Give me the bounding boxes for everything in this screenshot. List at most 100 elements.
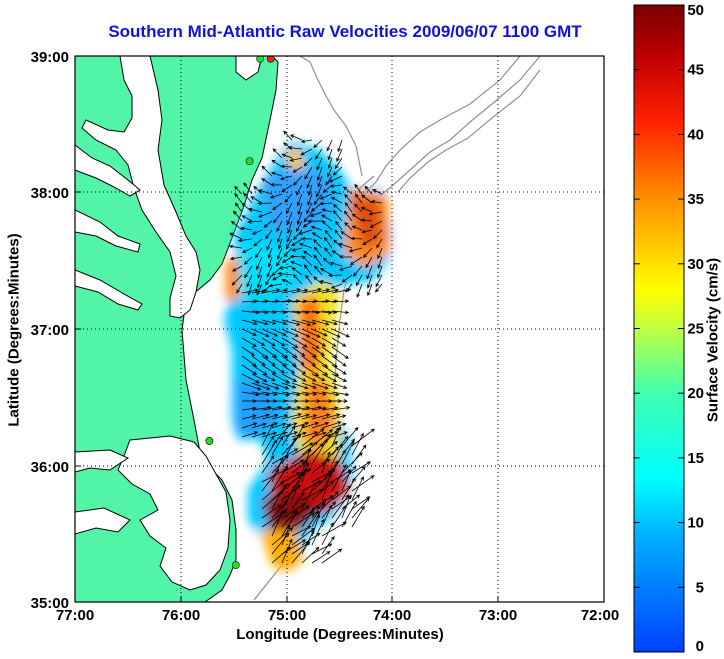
station-marker: [245, 157, 254, 166]
velocity-arrow: [301, 421, 320, 429]
velocity-arrow: [309, 211, 323, 217]
velocity-arrow: [306, 175, 313, 189]
velocity-arrow: [321, 346, 338, 359]
velocity-arrow: [247, 207, 263, 213]
velocity-arrow: [362, 238, 373, 245]
velocity-arrow: [271, 346, 289, 359]
velocity-arrow: [292, 273, 303, 285]
velocity-arrow: [330, 283, 343, 289]
velocity-arrow: [281, 391, 301, 397]
velocity-arrow: [281, 413, 303, 420]
velocity-arrow: [276, 229, 283, 243]
velocity-arrow: [267, 256, 273, 268]
velocity-arrow: [261, 373, 276, 382]
tick-marks: [74, 55, 605, 603]
velocity-arrow: [281, 256, 293, 263]
velocity-arrow: [310, 225, 323, 231]
velocity-arrow: [276, 256, 283, 267]
y-tick-label: 38:00: [31, 185, 69, 202]
velocity-arrow: [311, 364, 329, 376]
velocity-arrow: [307, 193, 313, 206]
velocity-arrow: [360, 218, 373, 223]
velocity-arrow: [317, 175, 323, 188]
velocity-arrow: [266, 265, 273, 278]
velocity-arrow: [341, 469, 352, 492]
velocity-arrow: [251, 413, 271, 420]
velocity-arrow: [301, 428, 325, 447]
velocity-arrow: [291, 413, 310, 420]
velocity-arrow: [301, 405, 323, 411]
velocity-arrow: [301, 462, 310, 483]
velocity-arrow: [300, 148, 313, 156]
velocity-arrow: [253, 185, 263, 195]
velocity-arrow: [261, 299, 280, 304]
velocity-arrow: [327, 273, 343, 278]
velocity-arrow: [246, 274, 253, 288]
velocity-arrow: [296, 193, 303, 207]
velocity-arrow: [281, 484, 296, 510]
velocity-arrow: [314, 265, 323, 276]
velocity-arrow: [351, 475, 375, 492]
chesapeake-bay: [81, 56, 201, 319]
velocity-arrow: [241, 364, 258, 375]
velocity-arrow: [251, 346, 269, 359]
velocity-arrow: [270, 171, 283, 177]
velocity-arrow: [311, 337, 327, 347]
colorbar-tick-label: 25: [687, 321, 704, 338]
velocity-arrow: [289, 134, 303, 141]
station-marker: [256, 56, 265, 63]
velocity-arrow: [284, 193, 293, 203]
velocity-arrow: [331, 422, 347, 429]
velocity-arrow: [257, 265, 263, 279]
velocity-arrow: [300, 236, 313, 241]
velocity-arrow: [271, 159, 283, 168]
velocity-arrow: [268, 283, 283, 288]
velocity-arrow: [331, 346, 349, 359]
velocity-arrow: [251, 328, 270, 337]
velocity-arrow: [247, 220, 263, 224]
velocity-arrow: [236, 283, 243, 294]
velocity-arrow: [261, 423, 274, 447]
velocity-arrow: [291, 373, 307, 382]
colorbar-tick-label: 50: [687, 2, 704, 19]
velocity-arrow: [319, 280, 333, 285]
velocity-arrow: [304, 166, 313, 180]
velocity-arrow: [324, 229, 333, 240]
velocity-arrow: [301, 489, 324, 501]
velocity-arrow: [281, 153, 293, 159]
velocity-arrow: [276, 247, 283, 260]
velocity-arrow: [286, 211, 293, 226]
x-tick-label: 75:00: [268, 607, 306, 624]
velocity-arrow: [281, 538, 293, 564]
velocity-arrow: [324, 247, 333, 258]
velocity-arrow: [241, 373, 260, 384]
velocity-arrow: [271, 328, 287, 336]
velocity-arrow: [368, 211, 383, 216]
velocity-arrow: [366, 265, 373, 280]
velocity-arrow: [234, 185, 243, 195]
velocity-arrow: [261, 178, 273, 186]
velocity-arrow: [330, 190, 343, 195]
velocity-arrow: [361, 229, 373, 234]
velocity-arrow: [261, 346, 278, 358]
velocity-arrow: [261, 481, 284, 501]
velocity-arrow: [271, 448, 299, 465]
velocity-arrow: [331, 328, 351, 338]
velocity-arrow: [241, 414, 257, 420]
velocity-arrow: [291, 247, 303, 252]
velocity-arrow: [241, 422, 258, 429]
velocity-arrow: [344, 222, 353, 231]
velocity-arrow: [351, 497, 370, 519]
y-tick-label: 35:00: [31, 595, 69, 612]
velocity-arrow: [272, 148, 283, 159]
velocity-arrow: [321, 337, 337, 347]
velocity-arrow: [321, 288, 340, 294]
x-axis-label: Longitude (Degrees:Minutes): [236, 626, 444, 643]
velocity-arrow: [297, 202, 303, 216]
velocity-arrow: [291, 288, 309, 294]
velocity-arrow: [321, 208, 333, 213]
velocity-arrow: [311, 551, 331, 564]
velocity-arrow: [307, 184, 313, 196]
velocity-arrow: [291, 442, 314, 456]
